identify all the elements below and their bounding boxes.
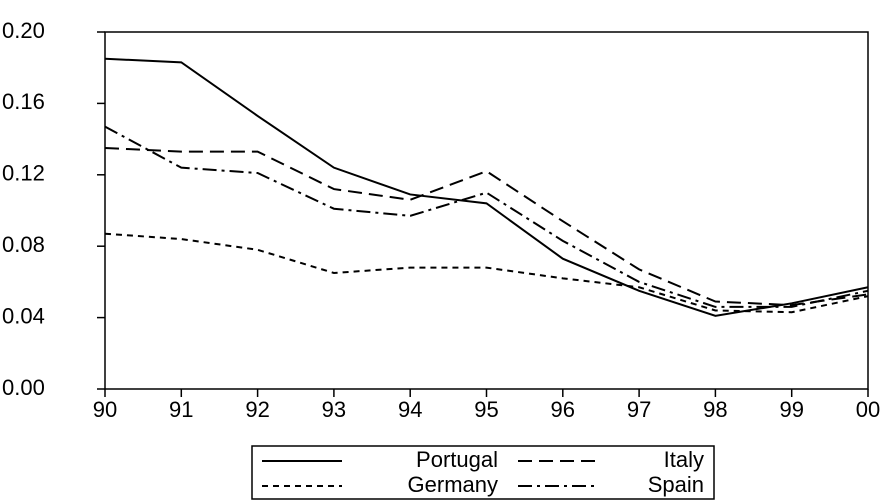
legend-label: Italy [664,447,704,472]
x-tick-label: 93 [322,397,346,422]
legend-label: Germany [408,472,498,497]
y-tick-label: 0.08 [2,232,45,257]
x-tick-label: 97 [627,397,651,422]
x-tick-label: 99 [779,397,803,422]
x-tick-label: 92 [245,397,269,422]
x-tick-label: 98 [703,397,727,422]
series-line [104,57,869,317]
legend-box [251,445,715,500]
plot-frame [104,31,869,390]
y-tick-label: 0.04 [2,303,45,328]
y-tick-label: 0.16 [2,89,45,114]
x-tick-label: 96 [551,397,575,422]
x-tick-label: 94 [398,397,422,422]
legend-label: Portugal [416,447,498,472]
y-tick-label: 0.20 [2,18,45,43]
x-tick-label: 91 [169,397,193,422]
x-tick-label: 00 [856,397,880,422]
series-line [104,125,869,308]
series-line [104,232,869,314]
y-tick-label: 0.12 [2,161,45,186]
y-tick-label: 0.00 [2,375,45,400]
x-tick-label: 90 [93,397,117,422]
x-tick-label: 95 [474,397,498,422]
series-line [104,147,869,307]
legend-label: Spain [648,472,704,497]
